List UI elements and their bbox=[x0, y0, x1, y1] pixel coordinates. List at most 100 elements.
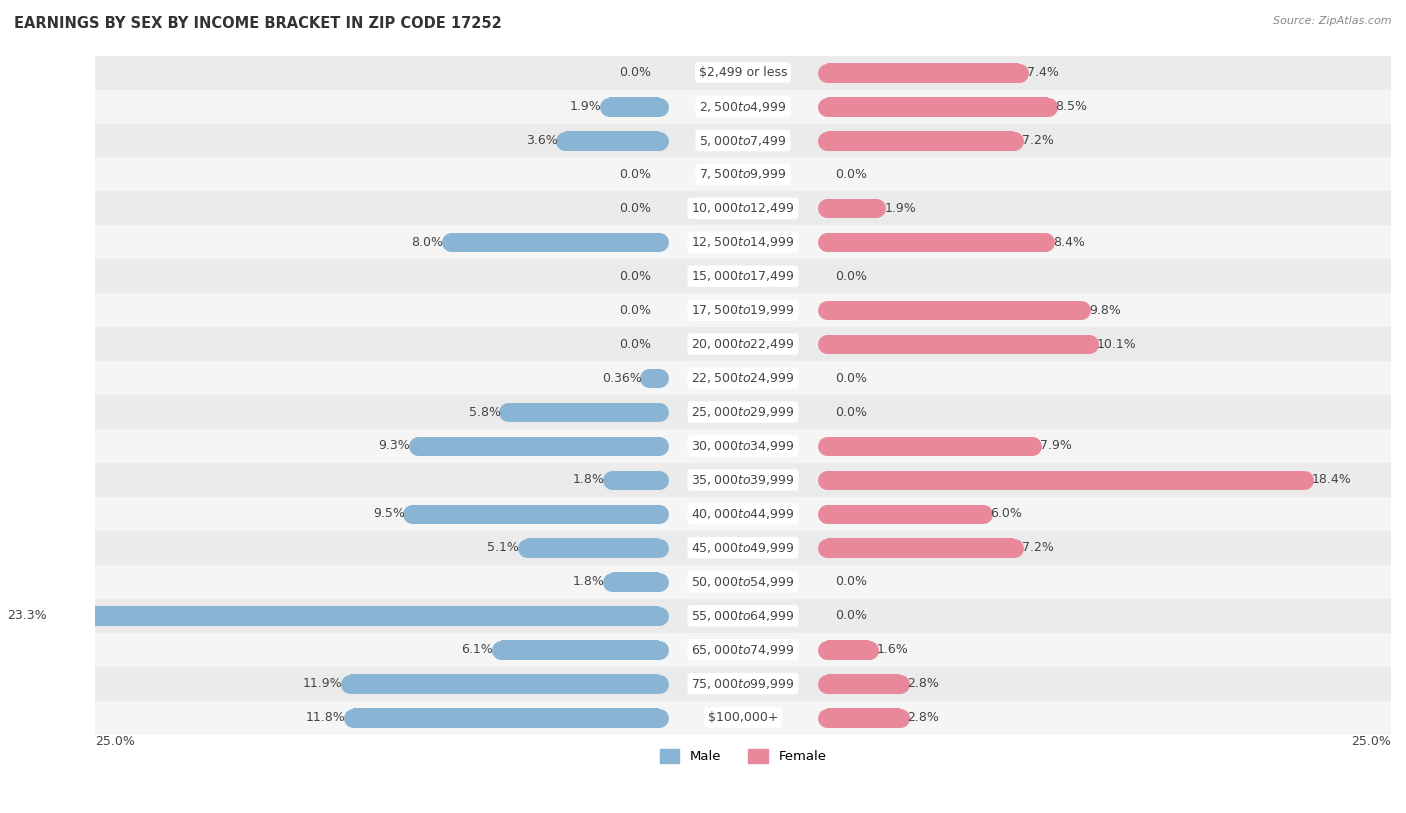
Bar bbox=[96, 598, 1391, 633]
Bar bbox=[827, 199, 876, 218]
Legend: Male, Female: Male, Female bbox=[654, 744, 831, 768]
Bar bbox=[827, 98, 1047, 116]
Text: $100,000+: $100,000+ bbox=[707, 711, 779, 724]
Text: $25,000 to $29,999: $25,000 to $29,999 bbox=[692, 405, 794, 419]
Bar bbox=[350, 674, 659, 693]
Text: 3.6%: 3.6% bbox=[526, 134, 558, 147]
Text: $15,000 to $17,499: $15,000 to $17,499 bbox=[692, 269, 794, 283]
Text: 2.8%: 2.8% bbox=[907, 711, 939, 724]
Text: $55,000 to $64,999: $55,000 to $64,999 bbox=[692, 609, 794, 623]
Bar bbox=[827, 301, 1081, 320]
Text: 0.36%: 0.36% bbox=[602, 372, 641, 385]
Bar bbox=[526, 538, 659, 557]
Bar bbox=[827, 641, 869, 659]
Text: 6.0%: 6.0% bbox=[990, 507, 1022, 520]
Text: 18.4%: 18.4% bbox=[1312, 473, 1351, 486]
Text: $30,000 to $34,999: $30,000 to $34,999 bbox=[692, 439, 794, 453]
Text: 11.8%: 11.8% bbox=[305, 711, 344, 724]
Text: $12,500 to $14,999: $12,500 to $14,999 bbox=[692, 235, 794, 250]
Text: 8.0%: 8.0% bbox=[412, 236, 443, 249]
Bar bbox=[55, 606, 659, 625]
Text: 0.0%: 0.0% bbox=[619, 66, 651, 79]
Text: $35,000 to $39,999: $35,000 to $39,999 bbox=[692, 473, 794, 487]
Bar bbox=[412, 505, 659, 524]
Text: 9.8%: 9.8% bbox=[1090, 304, 1121, 317]
Text: 0.0%: 0.0% bbox=[835, 168, 868, 181]
Bar bbox=[96, 429, 1391, 463]
Text: 8.4%: 8.4% bbox=[1053, 236, 1084, 249]
Text: 0.0%: 0.0% bbox=[619, 270, 651, 283]
Bar bbox=[612, 572, 659, 591]
Bar bbox=[418, 437, 659, 455]
Bar bbox=[96, 531, 1391, 565]
Text: 7.2%: 7.2% bbox=[1022, 134, 1053, 147]
Bar bbox=[827, 233, 1045, 252]
Bar bbox=[650, 369, 659, 388]
Text: 11.9%: 11.9% bbox=[302, 677, 343, 690]
Text: Source: ZipAtlas.com: Source: ZipAtlas.com bbox=[1274, 16, 1392, 26]
Text: $22,500 to $24,999: $22,500 to $24,999 bbox=[692, 371, 794, 385]
Text: 25.0%: 25.0% bbox=[1351, 734, 1391, 747]
Bar bbox=[96, 124, 1391, 158]
Bar bbox=[96, 293, 1391, 327]
Text: 0.0%: 0.0% bbox=[835, 609, 868, 622]
Bar bbox=[509, 402, 659, 421]
Text: 7.9%: 7.9% bbox=[1040, 440, 1071, 453]
Text: 1.8%: 1.8% bbox=[572, 473, 605, 486]
Text: 1.9%: 1.9% bbox=[884, 202, 915, 215]
Bar bbox=[609, 98, 659, 116]
Bar bbox=[96, 55, 1391, 89]
Text: 25.0%: 25.0% bbox=[96, 734, 135, 747]
Text: $2,500 to $4,999: $2,500 to $4,999 bbox=[699, 99, 787, 114]
Text: $7,500 to $9,999: $7,500 to $9,999 bbox=[699, 167, 787, 181]
Bar bbox=[96, 395, 1391, 429]
Bar bbox=[827, 708, 900, 727]
Bar bbox=[827, 471, 1305, 489]
Bar bbox=[96, 191, 1391, 225]
Text: 0.0%: 0.0% bbox=[835, 270, 868, 283]
Text: 0.0%: 0.0% bbox=[835, 406, 868, 419]
Bar bbox=[96, 361, 1391, 395]
Text: 1.8%: 1.8% bbox=[572, 576, 605, 589]
Text: EARNINGS BY SEX BY INCOME BRACKET IN ZIP CODE 17252: EARNINGS BY SEX BY INCOME BRACKET IN ZIP… bbox=[14, 16, 502, 31]
Bar bbox=[827, 437, 1032, 455]
Text: 0.0%: 0.0% bbox=[619, 202, 651, 215]
Bar bbox=[827, 674, 900, 693]
Bar bbox=[96, 633, 1391, 667]
Bar bbox=[353, 708, 659, 727]
Bar bbox=[612, 471, 659, 489]
Text: $17,500 to $19,999: $17,500 to $19,999 bbox=[692, 303, 794, 317]
Text: 7.4%: 7.4% bbox=[1026, 66, 1059, 79]
Text: 0.0%: 0.0% bbox=[835, 576, 868, 589]
Bar bbox=[565, 131, 659, 150]
Bar bbox=[96, 701, 1391, 734]
Text: $50,000 to $54,999: $50,000 to $54,999 bbox=[692, 575, 794, 589]
Text: 7.2%: 7.2% bbox=[1022, 541, 1053, 554]
Text: 5.1%: 5.1% bbox=[486, 541, 519, 554]
Bar bbox=[827, 131, 1014, 150]
Bar bbox=[96, 89, 1391, 124]
Bar bbox=[451, 233, 659, 252]
Bar bbox=[96, 327, 1391, 361]
Text: 5.8%: 5.8% bbox=[468, 406, 501, 419]
Text: 6.1%: 6.1% bbox=[461, 643, 494, 656]
Bar bbox=[827, 505, 983, 524]
Text: $10,000 to $12,499: $10,000 to $12,499 bbox=[692, 202, 794, 215]
Text: 9.5%: 9.5% bbox=[373, 507, 405, 520]
Text: $45,000 to $49,999: $45,000 to $49,999 bbox=[692, 541, 794, 554]
Text: 2.8%: 2.8% bbox=[907, 677, 939, 690]
Text: $40,000 to $44,999: $40,000 to $44,999 bbox=[692, 506, 794, 521]
Text: 0.0%: 0.0% bbox=[619, 168, 651, 181]
Text: 9.3%: 9.3% bbox=[378, 440, 411, 453]
Bar bbox=[827, 63, 1019, 82]
Text: 1.9%: 1.9% bbox=[569, 100, 602, 113]
Bar bbox=[96, 497, 1391, 531]
Bar bbox=[96, 158, 1391, 191]
Text: $20,000 to $22,499: $20,000 to $22,499 bbox=[692, 337, 794, 351]
Text: 23.3%: 23.3% bbox=[7, 609, 46, 622]
Text: 1.6%: 1.6% bbox=[876, 643, 908, 656]
Text: 0.0%: 0.0% bbox=[619, 337, 651, 350]
Text: $5,000 to $7,499: $5,000 to $7,499 bbox=[699, 133, 787, 147]
Bar bbox=[96, 225, 1391, 259]
Text: 0.0%: 0.0% bbox=[835, 372, 868, 385]
